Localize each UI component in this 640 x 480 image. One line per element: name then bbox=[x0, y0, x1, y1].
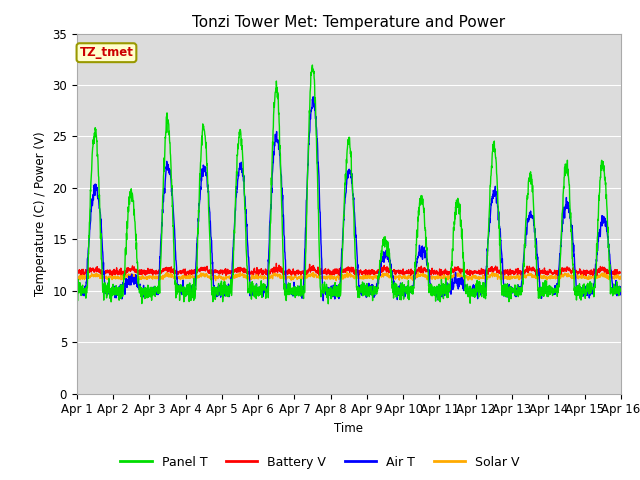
Panel T bbox=[73, 289, 81, 295]
Solar V bbox=[584, 275, 592, 281]
Solar V bbox=[617, 274, 625, 279]
Air T bbox=[377, 260, 385, 265]
Battery V bbox=[273, 261, 280, 266]
Solar V bbox=[414, 269, 422, 275]
Battery V bbox=[498, 275, 506, 280]
Air T bbox=[319, 298, 327, 304]
Panel T bbox=[365, 292, 372, 298]
Air T bbox=[584, 290, 592, 296]
Solar V bbox=[508, 276, 515, 281]
Line: Solar V: Solar V bbox=[77, 272, 621, 281]
Panel T bbox=[324, 301, 332, 307]
Panel T bbox=[308, 62, 316, 68]
Solar V bbox=[73, 275, 81, 281]
Panel T bbox=[617, 288, 625, 294]
Text: TZ_tmet: TZ_tmet bbox=[79, 46, 133, 59]
Y-axis label: Temperature (C) / Power (V): Temperature (C) / Power (V) bbox=[34, 132, 47, 296]
Panel T bbox=[584, 287, 592, 293]
Solar V bbox=[225, 275, 232, 281]
Line: Battery V: Battery V bbox=[77, 264, 621, 277]
X-axis label: Time: Time bbox=[334, 422, 364, 435]
Battery V bbox=[570, 265, 577, 271]
Battery V bbox=[73, 267, 81, 273]
Legend: Panel T, Battery V, Air T, Solar V: Panel T, Battery V, Air T, Solar V bbox=[115, 451, 525, 474]
Solar V bbox=[365, 274, 372, 279]
Air T bbox=[225, 281, 232, 287]
Air T bbox=[617, 291, 625, 297]
Battery V bbox=[584, 270, 592, 276]
Air T bbox=[365, 280, 372, 286]
Panel T bbox=[377, 256, 385, 262]
Solar V bbox=[212, 278, 220, 284]
Solar V bbox=[376, 273, 384, 278]
Solar V bbox=[570, 275, 577, 281]
Air T bbox=[508, 285, 515, 290]
Battery V bbox=[376, 269, 384, 275]
Panel T bbox=[570, 266, 577, 272]
Panel T bbox=[225, 285, 232, 291]
Air T bbox=[309, 94, 317, 100]
Panel T bbox=[508, 288, 515, 294]
Line: Panel T: Panel T bbox=[77, 65, 621, 304]
Battery V bbox=[617, 270, 625, 276]
Battery V bbox=[225, 269, 232, 275]
Battery V bbox=[508, 268, 515, 274]
Battery V bbox=[365, 270, 372, 276]
Air T bbox=[73, 286, 81, 291]
Air T bbox=[570, 240, 577, 246]
Title: Tonzi Tower Met: Temperature and Power: Tonzi Tower Met: Temperature and Power bbox=[192, 15, 506, 30]
Line: Air T: Air T bbox=[77, 97, 621, 301]
